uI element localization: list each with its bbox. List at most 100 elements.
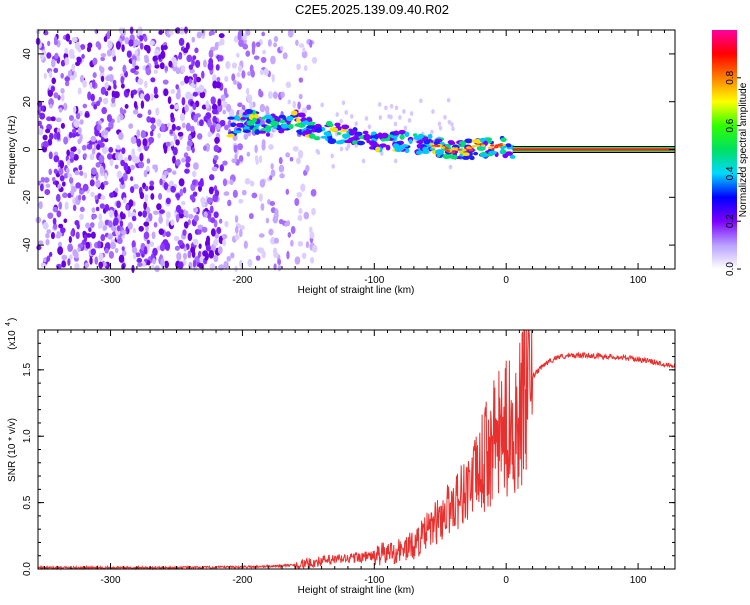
noise-blob bbox=[63, 172, 69, 179]
noise-blob bbox=[48, 151, 53, 160]
noise-blob bbox=[177, 131, 184, 137]
noise-blob bbox=[192, 162, 199, 170]
ridge-blob bbox=[375, 146, 381, 153]
noise-blob bbox=[85, 241, 91, 249]
noise-blob bbox=[124, 104, 129, 109]
ridge-blob bbox=[462, 152, 470, 157]
noise-blob bbox=[259, 178, 266, 188]
noise-blob bbox=[297, 149, 304, 159]
noise-blob bbox=[387, 114, 391, 119]
noise-blob bbox=[236, 72, 241, 78]
noise-blob bbox=[171, 170, 177, 175]
noise-blob bbox=[298, 43, 305, 48]
noise-blob bbox=[202, 59, 207, 68]
ridge-blob bbox=[369, 140, 378, 147]
noise-blob bbox=[179, 27, 185, 35]
noise-blob bbox=[95, 161, 101, 168]
noise-blob bbox=[233, 35, 239, 43]
noise-blob bbox=[273, 42, 278, 48]
ridge-blob bbox=[362, 130, 369, 135]
ridge-blob bbox=[296, 117, 301, 123]
noise-blob bbox=[132, 89, 138, 95]
noise-blob bbox=[172, 155, 176, 164]
noise-blob bbox=[303, 65, 308, 72]
noise-blob bbox=[287, 29, 294, 38]
noise-blob bbox=[225, 104, 232, 112]
noise-blob bbox=[237, 65, 243, 72]
noise-blob bbox=[123, 157, 129, 162]
noise-blob bbox=[74, 41, 81, 50]
noise-blob bbox=[56, 231, 61, 236]
noise-blob bbox=[219, 38, 225, 46]
noise-blob bbox=[137, 146, 142, 152]
noise-blob bbox=[229, 179, 234, 186]
noise-blob bbox=[121, 147, 126, 155]
noise-blob bbox=[122, 197, 127, 203]
noise-blob bbox=[131, 59, 137, 68]
noise-blob bbox=[72, 249, 78, 257]
snr-x-ticks: -300 -200 -100 0 100 bbox=[44, 330, 665, 586]
noise-blob bbox=[143, 201, 148, 211]
noise-blob bbox=[407, 118, 412, 123]
noise-blob bbox=[289, 157, 294, 162]
noise-blob bbox=[298, 77, 304, 83]
noise-blob bbox=[184, 75, 190, 84]
noise-blob bbox=[47, 40, 51, 47]
noise-blob bbox=[71, 185, 77, 193]
noise-blob bbox=[139, 42, 144, 50]
noise-blob bbox=[79, 206, 85, 212]
noise-blob bbox=[224, 124, 229, 131]
noise-blob bbox=[134, 65, 139, 70]
noise-blob bbox=[180, 80, 185, 86]
noise-blob bbox=[213, 144, 220, 153]
noise-blob bbox=[292, 146, 299, 152]
ridge-blob bbox=[287, 123, 294, 130]
x-tick-label: -100 bbox=[364, 275, 384, 286]
noise-blob bbox=[134, 156, 140, 164]
noise-blob bbox=[77, 126, 82, 135]
noise-blob bbox=[187, 250, 192, 259]
colorbar-gradient bbox=[712, 30, 737, 269]
noise-blob bbox=[258, 193, 263, 202]
noise-blob bbox=[378, 115, 383, 120]
noise-blob bbox=[175, 67, 181, 75]
x-tick-label: 100 bbox=[630, 575, 647, 586]
noise-blob bbox=[178, 178, 185, 187]
noise-blob bbox=[53, 40, 59, 46]
noise-blob bbox=[210, 186, 214, 193]
noise-blob bbox=[98, 220, 104, 229]
noise-blob bbox=[222, 160, 228, 166]
snr-panel: -300 -200 -100 0 100 0.0 0.5 1.0 1.5 Height of … bbox=[5, 318, 676, 596]
noise-blob bbox=[223, 87, 228, 96]
ridge-blob bbox=[242, 129, 251, 133]
noise-blob bbox=[255, 255, 261, 261]
noise-blob bbox=[116, 115, 121, 124]
noise-blob bbox=[92, 57, 98, 66]
noise-blob bbox=[246, 94, 253, 103]
noise-blob bbox=[393, 158, 398, 164]
noise-blob bbox=[116, 237, 123, 245]
noise-blob bbox=[106, 153, 113, 160]
noise-blob bbox=[232, 189, 238, 198]
noise-blob bbox=[56, 131, 61, 141]
x-tick-label: -300 bbox=[101, 575, 121, 586]
noise-blob bbox=[150, 77, 156, 83]
noise-blob bbox=[77, 243, 84, 248]
noise-blob bbox=[60, 93, 65, 102]
noise-blob bbox=[45, 232, 50, 239]
noise-blob bbox=[339, 118, 344, 124]
noise-blob bbox=[239, 228, 243, 238]
noise-blob bbox=[124, 37, 130, 45]
noise-blob bbox=[143, 169, 148, 178]
noise-blob bbox=[108, 66, 113, 71]
noise-blob bbox=[177, 261, 184, 270]
ridge-blob bbox=[404, 147, 410, 153]
noise-blob bbox=[178, 37, 185, 46]
noise-blob bbox=[339, 146, 344, 152]
noise-blob bbox=[194, 47, 199, 54]
noise-blob bbox=[108, 220, 113, 228]
noise-blob bbox=[38, 128, 44, 136]
noise-blob bbox=[393, 121, 398, 127]
noise-blob bbox=[64, 47, 69, 54]
noise-blob bbox=[127, 209, 131, 218]
